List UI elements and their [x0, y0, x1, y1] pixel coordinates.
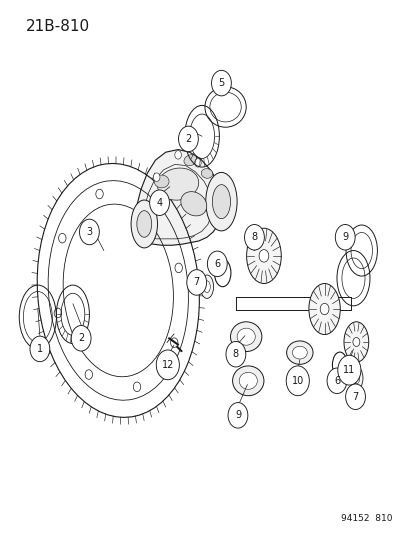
Circle shape — [133, 382, 140, 392]
Ellipse shape — [203, 281, 210, 293]
Text: 21B-810: 21B-810 — [25, 19, 89, 34]
Text: 9: 9 — [234, 410, 240, 421]
Text: 6: 6 — [214, 259, 220, 269]
Circle shape — [285, 366, 309, 395]
Ellipse shape — [343, 322, 368, 362]
Text: 2: 2 — [78, 333, 84, 343]
Ellipse shape — [230, 322, 261, 352]
Circle shape — [174, 151, 181, 159]
Circle shape — [85, 370, 93, 379]
Circle shape — [326, 368, 346, 393]
Text: 9: 9 — [341, 232, 347, 243]
Circle shape — [156, 350, 179, 379]
Ellipse shape — [180, 192, 206, 216]
Ellipse shape — [183, 155, 197, 166]
Ellipse shape — [232, 366, 263, 395]
Circle shape — [149, 190, 169, 215]
Text: 8: 8 — [251, 232, 257, 243]
Circle shape — [228, 402, 247, 428]
Text: 1: 1 — [37, 344, 43, 354]
Text: 11: 11 — [342, 365, 355, 375]
Circle shape — [319, 303, 328, 314]
Circle shape — [175, 263, 182, 273]
Circle shape — [79, 219, 99, 245]
Ellipse shape — [157, 168, 198, 200]
Ellipse shape — [200, 275, 213, 298]
Text: 5: 5 — [218, 78, 224, 88]
Ellipse shape — [237, 328, 255, 345]
Circle shape — [335, 224, 354, 250]
Text: 7: 7 — [351, 392, 358, 402]
Text: 4: 4 — [156, 198, 162, 208]
Ellipse shape — [349, 367, 362, 390]
Ellipse shape — [137, 211, 151, 237]
Ellipse shape — [239, 372, 257, 389]
Text: 3: 3 — [86, 227, 92, 237]
Polygon shape — [135, 150, 223, 245]
Text: 8: 8 — [232, 349, 238, 359]
Circle shape — [54, 308, 62, 318]
Circle shape — [95, 189, 103, 199]
Circle shape — [71, 326, 91, 351]
Text: 2: 2 — [185, 134, 191, 144]
Ellipse shape — [286, 341, 312, 365]
Text: 94152  810: 94152 810 — [340, 514, 392, 523]
Ellipse shape — [205, 172, 237, 231]
Text: 10: 10 — [291, 376, 303, 386]
Circle shape — [144, 201, 151, 211]
Ellipse shape — [212, 184, 230, 219]
Circle shape — [59, 233, 66, 243]
Circle shape — [170, 338, 178, 348]
Circle shape — [244, 224, 264, 250]
Ellipse shape — [292, 346, 306, 359]
Circle shape — [345, 384, 365, 409]
Circle shape — [259, 249, 268, 262]
Ellipse shape — [201, 168, 212, 178]
Circle shape — [178, 126, 198, 152]
Ellipse shape — [154, 175, 169, 188]
Text: 6: 6 — [333, 376, 339, 386]
Circle shape — [186, 270, 206, 295]
Text: 7: 7 — [193, 278, 199, 287]
Ellipse shape — [308, 284, 339, 335]
Circle shape — [153, 173, 159, 181]
Circle shape — [194, 159, 201, 167]
Circle shape — [337, 356, 360, 385]
Circle shape — [211, 70, 231, 96]
Ellipse shape — [352, 372, 359, 384]
Circle shape — [30, 336, 50, 362]
Ellipse shape — [131, 200, 157, 248]
Circle shape — [207, 251, 227, 277]
Circle shape — [225, 342, 245, 367]
Circle shape — [352, 337, 359, 346]
Text: 12: 12 — [161, 360, 173, 370]
Ellipse shape — [246, 228, 280, 284]
